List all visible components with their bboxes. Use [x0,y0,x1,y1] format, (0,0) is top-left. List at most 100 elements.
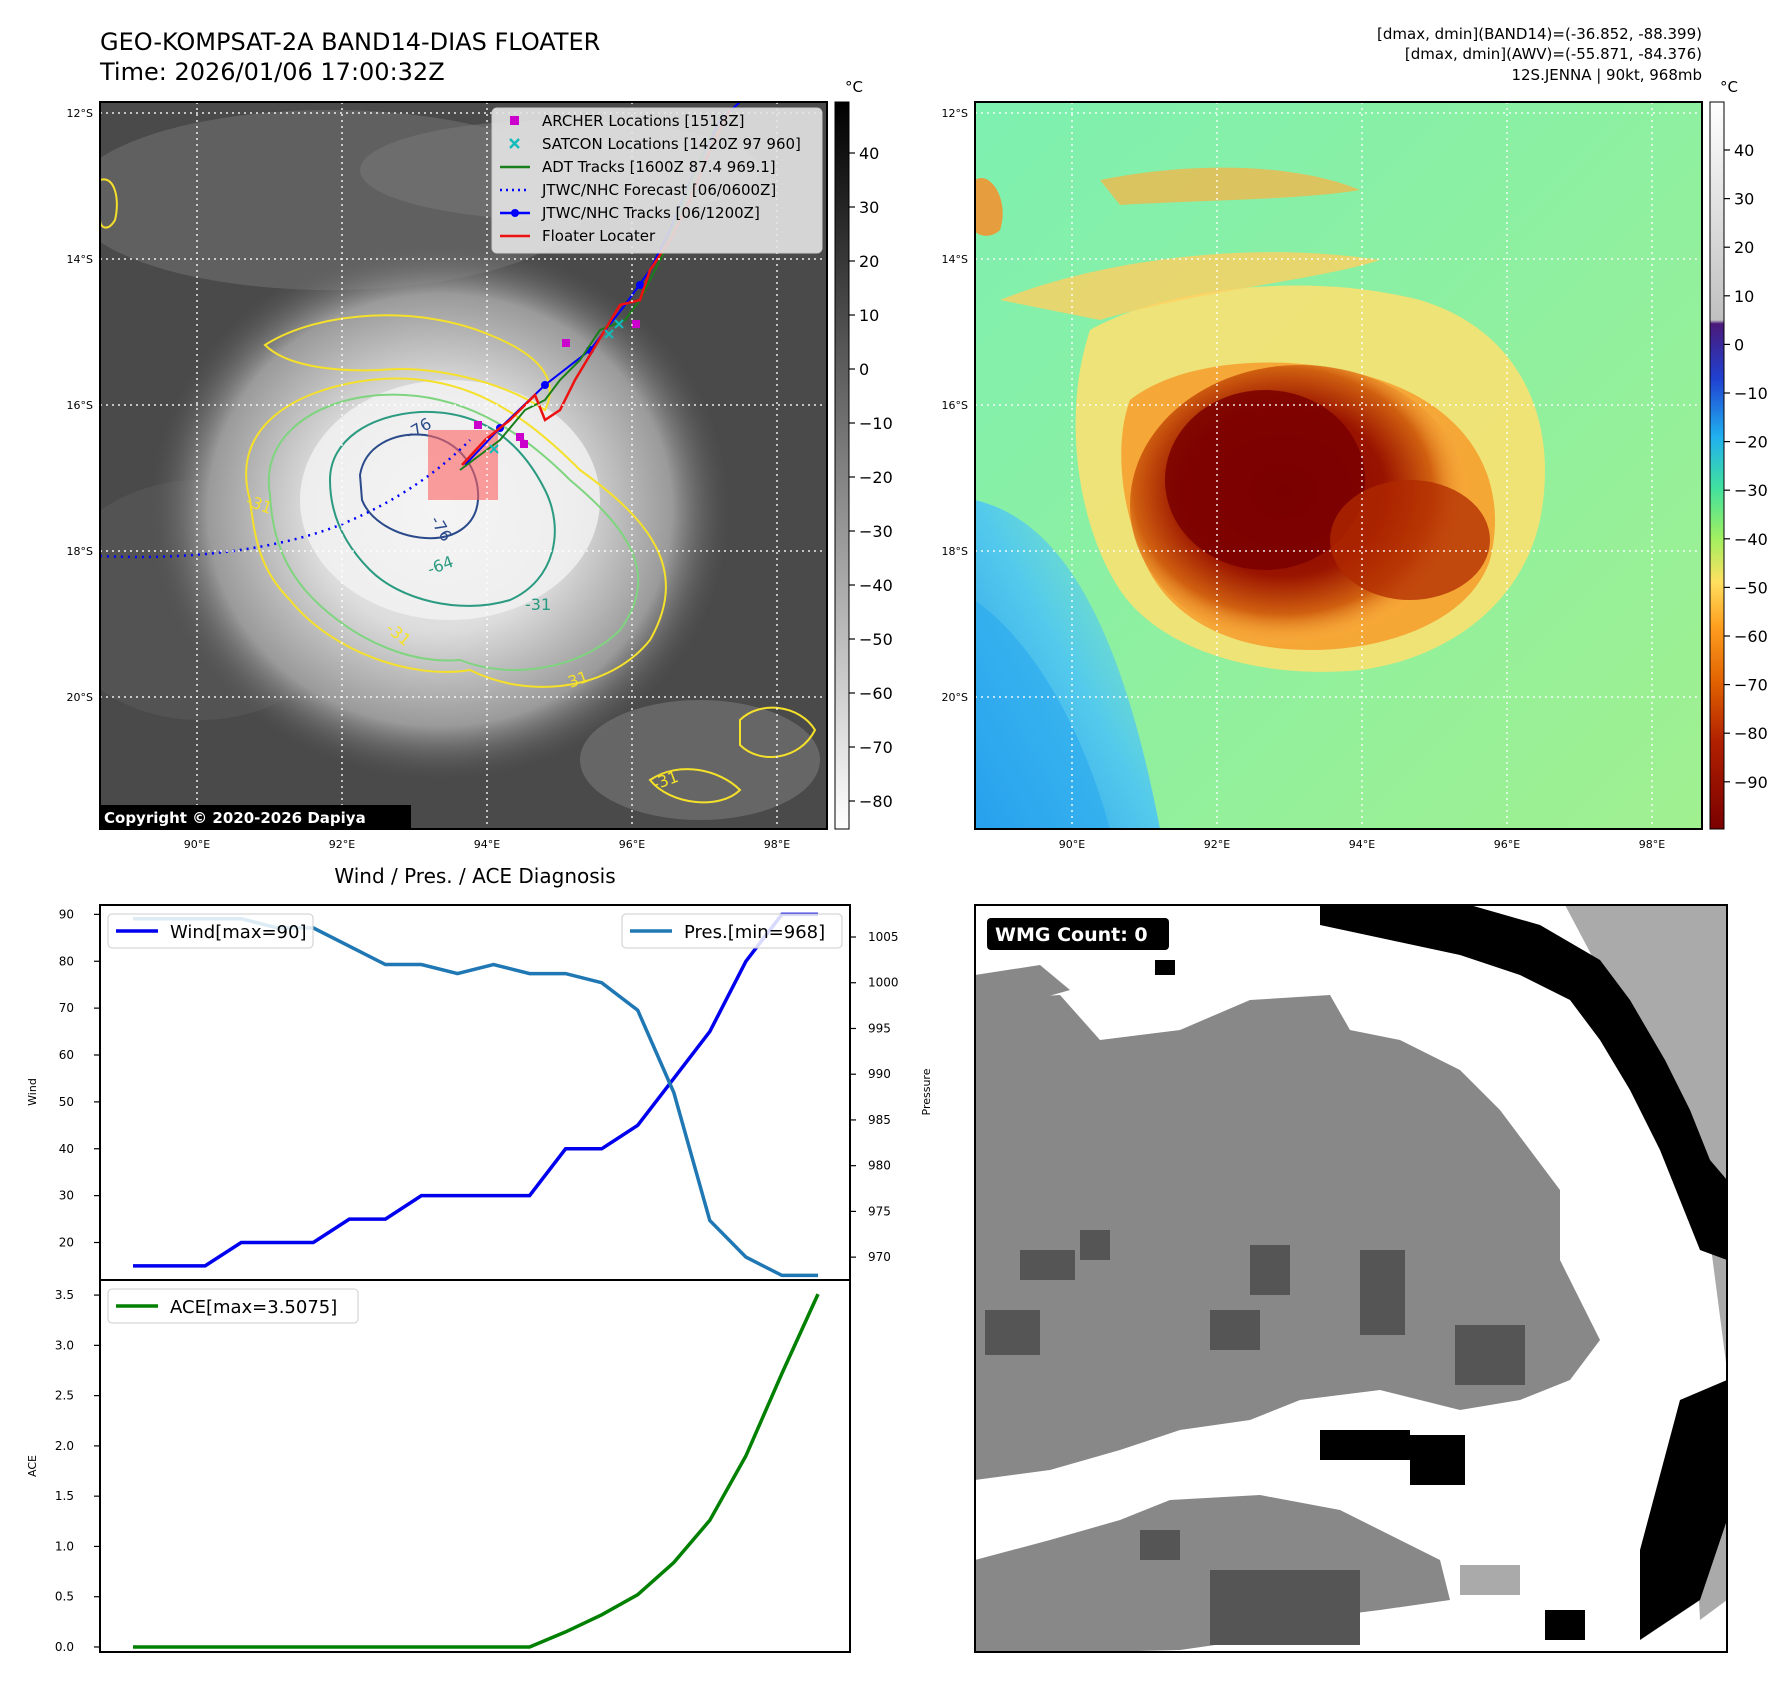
info-line-3: 12S.JENNA | 90kt, 968mb [1511,66,1702,84]
gray-colorbar [834,101,850,830]
axis-tick-label: 2.5 [55,1389,74,1403]
color-ir-map-panel: 12°S 14°S 16°S 18°S 20°S 90°E 92°E 94°E … [942,78,1768,851]
colorbar-tick: 20 [859,252,879,271]
archer-legend-icon [510,116,519,125]
colorbar-tick: −70 [859,738,893,757]
lon-label: 94°E [474,838,500,851]
colorbar-tick: −60 [859,684,893,703]
ace-axis-label: ACE [26,1455,39,1477]
colorbar-tick: 30 [1734,190,1754,209]
pressure-legend-label: Pres.[min=968] [684,922,825,943]
colorbar-tick: 40 [1734,141,1754,160]
axis-tick-label: 1005 [868,930,899,944]
axis-tick-label: 60 [59,1048,74,1062]
map-legend: ARCHER Locations [1518Z] SATCON Location… [491,107,823,254]
info-line-1: [dmax, dmin](BAND14)=(-36.852, -88.399) [1377,25,1702,43]
colorbar-tick: 0 [859,360,869,379]
lon-label: 92°E [329,838,355,851]
lon-label: 96°E [619,838,645,851]
colorbar-tick: 20 [1734,238,1754,257]
lon-label: 98°E [1639,838,1665,851]
colorbar-tick: −70 [1734,676,1768,695]
wind-series-line [133,912,818,1268]
ace-legend-label: ACE[max=3.5075] [170,1297,337,1318]
colorbar-tick: 10 [1734,287,1754,306]
axis-tick-label: 970 [868,1250,891,1264]
satcon-markers [489,319,624,454]
axis-tick-label: 3.5 [55,1288,74,1302]
colorbar-tick: −10 [859,414,893,433]
axis-tick-label: 995 [868,1021,891,1035]
colorbar-tick: −40 [1734,530,1768,549]
axis-tick-label: 990 [868,1067,891,1081]
legend-archer: ARCHER Locations [1518Z] [542,112,745,130]
axis-tick-label: 0.5 [55,1590,74,1604]
axis-tick-label: 50 [59,1095,74,1109]
colorbar-tick: −80 [1734,724,1768,743]
color-colorbar [1709,101,1725,830]
lat-label: 12°S [942,107,968,120]
lon-labels: 90°E 92°E 94°E 96°E 98°E [1059,838,1665,851]
wmg-count: WMG Count: 0 [995,924,1148,946]
axis-tick-label: 985 [868,1113,891,1127]
axis-tick-label: 40 [59,1142,74,1156]
wind-axis-label: Wind [26,1078,39,1106]
axis-tick-label: 3.0 [55,1338,74,1352]
lat-labels: 12°S 14°S 16°S 18°S 20°S [67,107,93,704]
ace-chart: ACE 0.0 0.5 1.0 1.5 2.0 2.5 3.0 3.5 ACE[max=3.5… [26,1279,851,1654]
wind-legend-label: Wind[max=90] [170,922,307,943]
axis-tick-label: 80 [59,954,74,968]
axis-tick-label: 30 [59,1189,74,1203]
lat-label: 18°S [942,545,968,558]
colorbar-unit: °C [845,78,863,96]
colorbar-tick: −50 [1734,578,1768,597]
colorbar-tick: 10 [859,306,879,325]
legend-forecast: JTWC/NHC Forecast [06/0600Z] [541,181,776,199]
map-grid [975,102,1702,829]
contour-label: -31 [525,595,551,614]
color-colorbar-ticks: 40 30 20 10 0 −10 −20 −30 −40 −50 −60 −70 −80 −90 [1724,141,1768,792]
wind-legend: Wind[max=90] [107,913,314,949]
axis-tick-label: 90 [59,907,74,921]
lon-label: 90°E [1059,838,1085,851]
colorbar-unit: °C [1720,78,1738,96]
lon-label: 90°E [184,838,210,851]
legend-satcon: SATCON Locations [1420Z 97 960] [542,135,801,153]
lat-label: 16°S [942,399,968,412]
colorbar-tick: −20 [859,468,893,487]
lat-label: 16°S [67,399,93,412]
colorbar-tick: 40 [859,144,879,163]
axis-tick-label: 975 [868,1204,891,1218]
axis-tick-label: 1.5 [55,1489,74,1503]
lon-label: 96°E [1494,838,1520,851]
legend-tracks: JTWC/NHC Tracks [06/1200Z] [541,204,760,222]
axis-tick-label: 0.0 [55,1640,74,1654]
ace-legend: ACE[max=3.5075] [107,1288,359,1324]
axis-tick-label: 1.0 [55,1539,74,1553]
lon-label: 94°E [1349,838,1375,851]
colorbar-tick: −30 [1734,481,1768,500]
lat-label: 12°S [67,107,93,120]
gray-colorbar-ticks: 40 30 20 10 0 −10 −20 −30 −40 −50 −60 −70 −80 [849,144,893,811]
wmg-panel: WMG Count: 0 [974,904,1728,1653]
diagnosis-title: Wind / Pres. / ACE Diagnosis [334,864,615,888]
lon-label: 92°E [1204,838,1230,851]
pressure-axis-label: Pressure [920,1068,933,1115]
lon-label: 98°E [764,838,790,851]
lat-labels: 12°S 14°S 16°S 18°S 20°S [942,107,968,704]
legend-floater: Floater Locater [542,227,656,245]
ir-map-panel: -76 -76 -64 -31 -31 -31 -31 -31 [67,78,893,851]
axis-tick-label: 2.0 [55,1439,74,1453]
lon-labels: 90°E 92°E 94°E 96°E 98°E [184,838,790,851]
lat-label: 20°S [67,691,93,704]
pressure-legend: Pres.[min=968] [621,913,843,949]
colorbar-tick: −60 [1734,627,1768,646]
colorbar-tick: −20 [1734,433,1768,452]
axis-tick-label: 1000 [868,976,899,990]
axis-tick-label: 70 [59,1001,74,1015]
axis-tick-label: 20 [59,1236,74,1250]
info-line-2: [dmax, dmin](AWV)=(-55.871, -84.376) [1405,45,1702,63]
colorbar-tick: −10 [1734,384,1768,403]
colorbar-tick: 30 [859,198,879,217]
